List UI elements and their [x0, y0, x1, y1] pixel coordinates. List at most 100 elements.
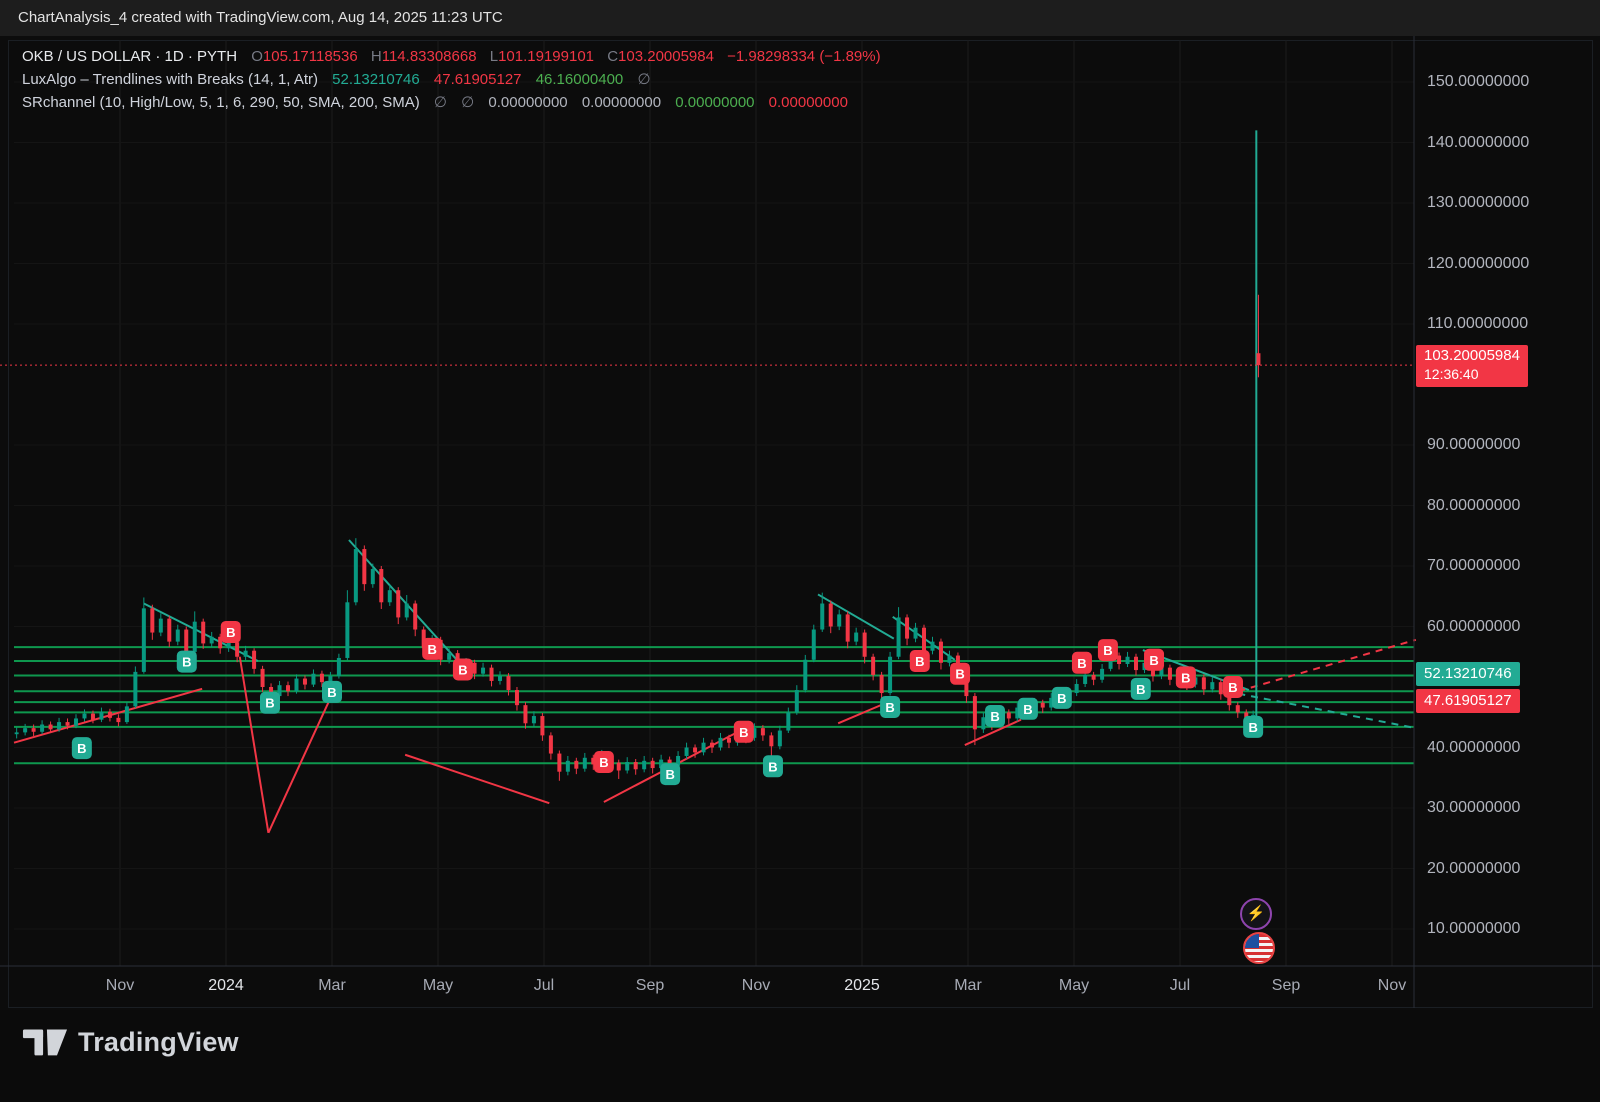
price-axis-label: 20.00000000: [1427, 859, 1521, 877]
indicator-value: 52.13210746: [332, 71, 420, 88]
us-flag-icon[interactable]: [1243, 932, 1275, 964]
low-label: L: [489, 48, 499, 65]
candle-body: [888, 656, 893, 694]
uptrend-line: [404, 753, 550, 805]
bullish-break-badge-label: B: [768, 759, 777, 774]
candle-body: [269, 687, 274, 697]
candle-body: [226, 642, 231, 649]
bullish-break-badge: [660, 763, 681, 786]
bullish-break-badge-label: B: [77, 741, 86, 756]
candle-body: [845, 614, 850, 642]
candle-body: [777, 730, 782, 747]
open-pair: O105.17118536: [251, 48, 358, 65]
candle-body: [311, 673, 316, 685]
candle-body: [1244, 712, 1249, 720]
bearish-break-badge: [593, 751, 614, 774]
candle-body: [260, 668, 265, 687]
candle-body: [684, 747, 689, 756]
time-axis-label: Jul: [533, 977, 555, 994]
bearish-break-badge: [1097, 639, 1118, 662]
candle-body: [896, 617, 901, 657]
time-axis-label: Nov: [741, 977, 771, 994]
time-axis-label: May: [1058, 977, 1090, 994]
symbol-legend-row[interactable]: OKB / US DOLLAR · 1D · PYTH O105.1711853…: [22, 46, 881, 68]
price-axis[interactable]: 103.20005984 12:36:40 52.13210746 47.619…: [1414, 36, 1600, 1008]
bearish-break-badge-label: B: [1103, 643, 1112, 658]
bullish-break-badge: [176, 650, 197, 673]
indicator-value: ∅: [433, 94, 447, 111]
luxalgo-logo-icon[interactable]: ⚡: [1240, 898, 1272, 930]
candle-body: [913, 627, 918, 639]
candle-body: [514, 690, 519, 706]
candle-body: [1091, 674, 1096, 680]
bearish-break-badge: [950, 662, 971, 685]
legend: OKB / US DOLLAR · 1D · PYTH O105.1711853…: [22, 46, 881, 115]
candle-body: [574, 760, 579, 769]
indicator-name: LuxAlgo – Trendlines with Breaks (14, 1,…: [22, 71, 318, 88]
bearish-break-badge-label: B: [1181, 670, 1190, 685]
bearish-break-badge: [422, 637, 443, 660]
bullish-break-badge: [1243, 715, 1264, 738]
candle-body: [930, 641, 935, 651]
candle-body: [947, 655, 952, 663]
candle-body: [1210, 682, 1215, 690]
candle-body: [413, 603, 418, 630]
high-label: H: [370, 48, 382, 65]
bearish-break-badge-label: B: [427, 642, 436, 657]
srchannel-legend-row[interactable]: SRchannel (10, High/Low, 5, 1, 6, 290, 5…: [22, 92, 881, 114]
uptrend-line: [964, 718, 1022, 746]
candle-body: [854, 632, 859, 642]
candle-body: [667, 759, 672, 766]
bullish-break-badge-label: B: [990, 709, 999, 724]
time-axis-label: 2025: [844, 977, 880, 994]
bearish-break-badge: [1144, 648, 1165, 671]
candle-body: [591, 757, 596, 765]
bullish-break-badge: [259, 691, 280, 714]
bearish-break-badge-label: B: [458, 662, 467, 677]
candle-body: [481, 667, 486, 674]
window-title: ChartAnalysis_4 created with TradingView…: [18, 9, 503, 26]
price-axis-label: 140.00000000: [1427, 133, 1530, 151]
bullish-break-badge-label: B: [1136, 682, 1145, 697]
candle-body: [209, 636, 214, 644]
tradingview-attribution[interactable]: TradingView: [22, 1020, 239, 1064]
candle-body: [74, 718, 79, 726]
high-pair: H114.83308668: [371, 48, 477, 65]
candle-body: [201, 621, 206, 644]
time-axis-label: Sep: [635, 977, 665, 994]
candle-body: [421, 629, 426, 648]
candle-body: [252, 650, 257, 669]
candle-body: [676, 755, 681, 766]
bearish-break-badge: [733, 720, 754, 743]
candle-body: [489, 667, 494, 681]
candle-body: [1083, 674, 1088, 684]
candle-body: [379, 569, 384, 603]
candle-body: [633, 762, 638, 770]
candle-body: [1227, 694, 1232, 706]
open-value: 105.17118536: [262, 48, 358, 65]
indicator-value: ∅: [637, 71, 651, 88]
price-axis-label: 60.00000000: [1427, 617, 1521, 635]
chart-background: [0, 36, 1600, 1010]
candle-body: [116, 717, 121, 723]
candle-body: [710, 742, 715, 748]
price-axis-label: 30.00000000: [1427, 799, 1521, 816]
candle-body: [820, 603, 825, 630]
bullish-break-badge: [985, 705, 1006, 728]
candle-body: [184, 629, 189, 652]
candle-body: [803, 659, 808, 691]
candle-body: [693, 747, 698, 753]
downtrend-projection-line: [1238, 692, 1417, 730]
indicator-value: ∅: [461, 94, 475, 111]
candle-body: [175, 629, 180, 642]
candle-body: [1117, 655, 1122, 665]
luxalgo-legend-row[interactable]: LuxAlgo – Trendlines with Breaks (14, 1,…: [22, 69, 881, 91]
bullish-break-badge-label: B: [665, 767, 674, 782]
indicator-value: 46.16000400: [535, 71, 624, 88]
candle-body: [40, 724, 45, 732]
candle-body: [625, 762, 630, 771]
candle-body: [345, 602, 350, 658]
candle-body: [353, 549, 358, 603]
time-axis[interactable]: Nov 2024 Mar May Jul Sep Nov 2025 Mar May Jul Sep No…: [0, 977, 1600, 1046]
